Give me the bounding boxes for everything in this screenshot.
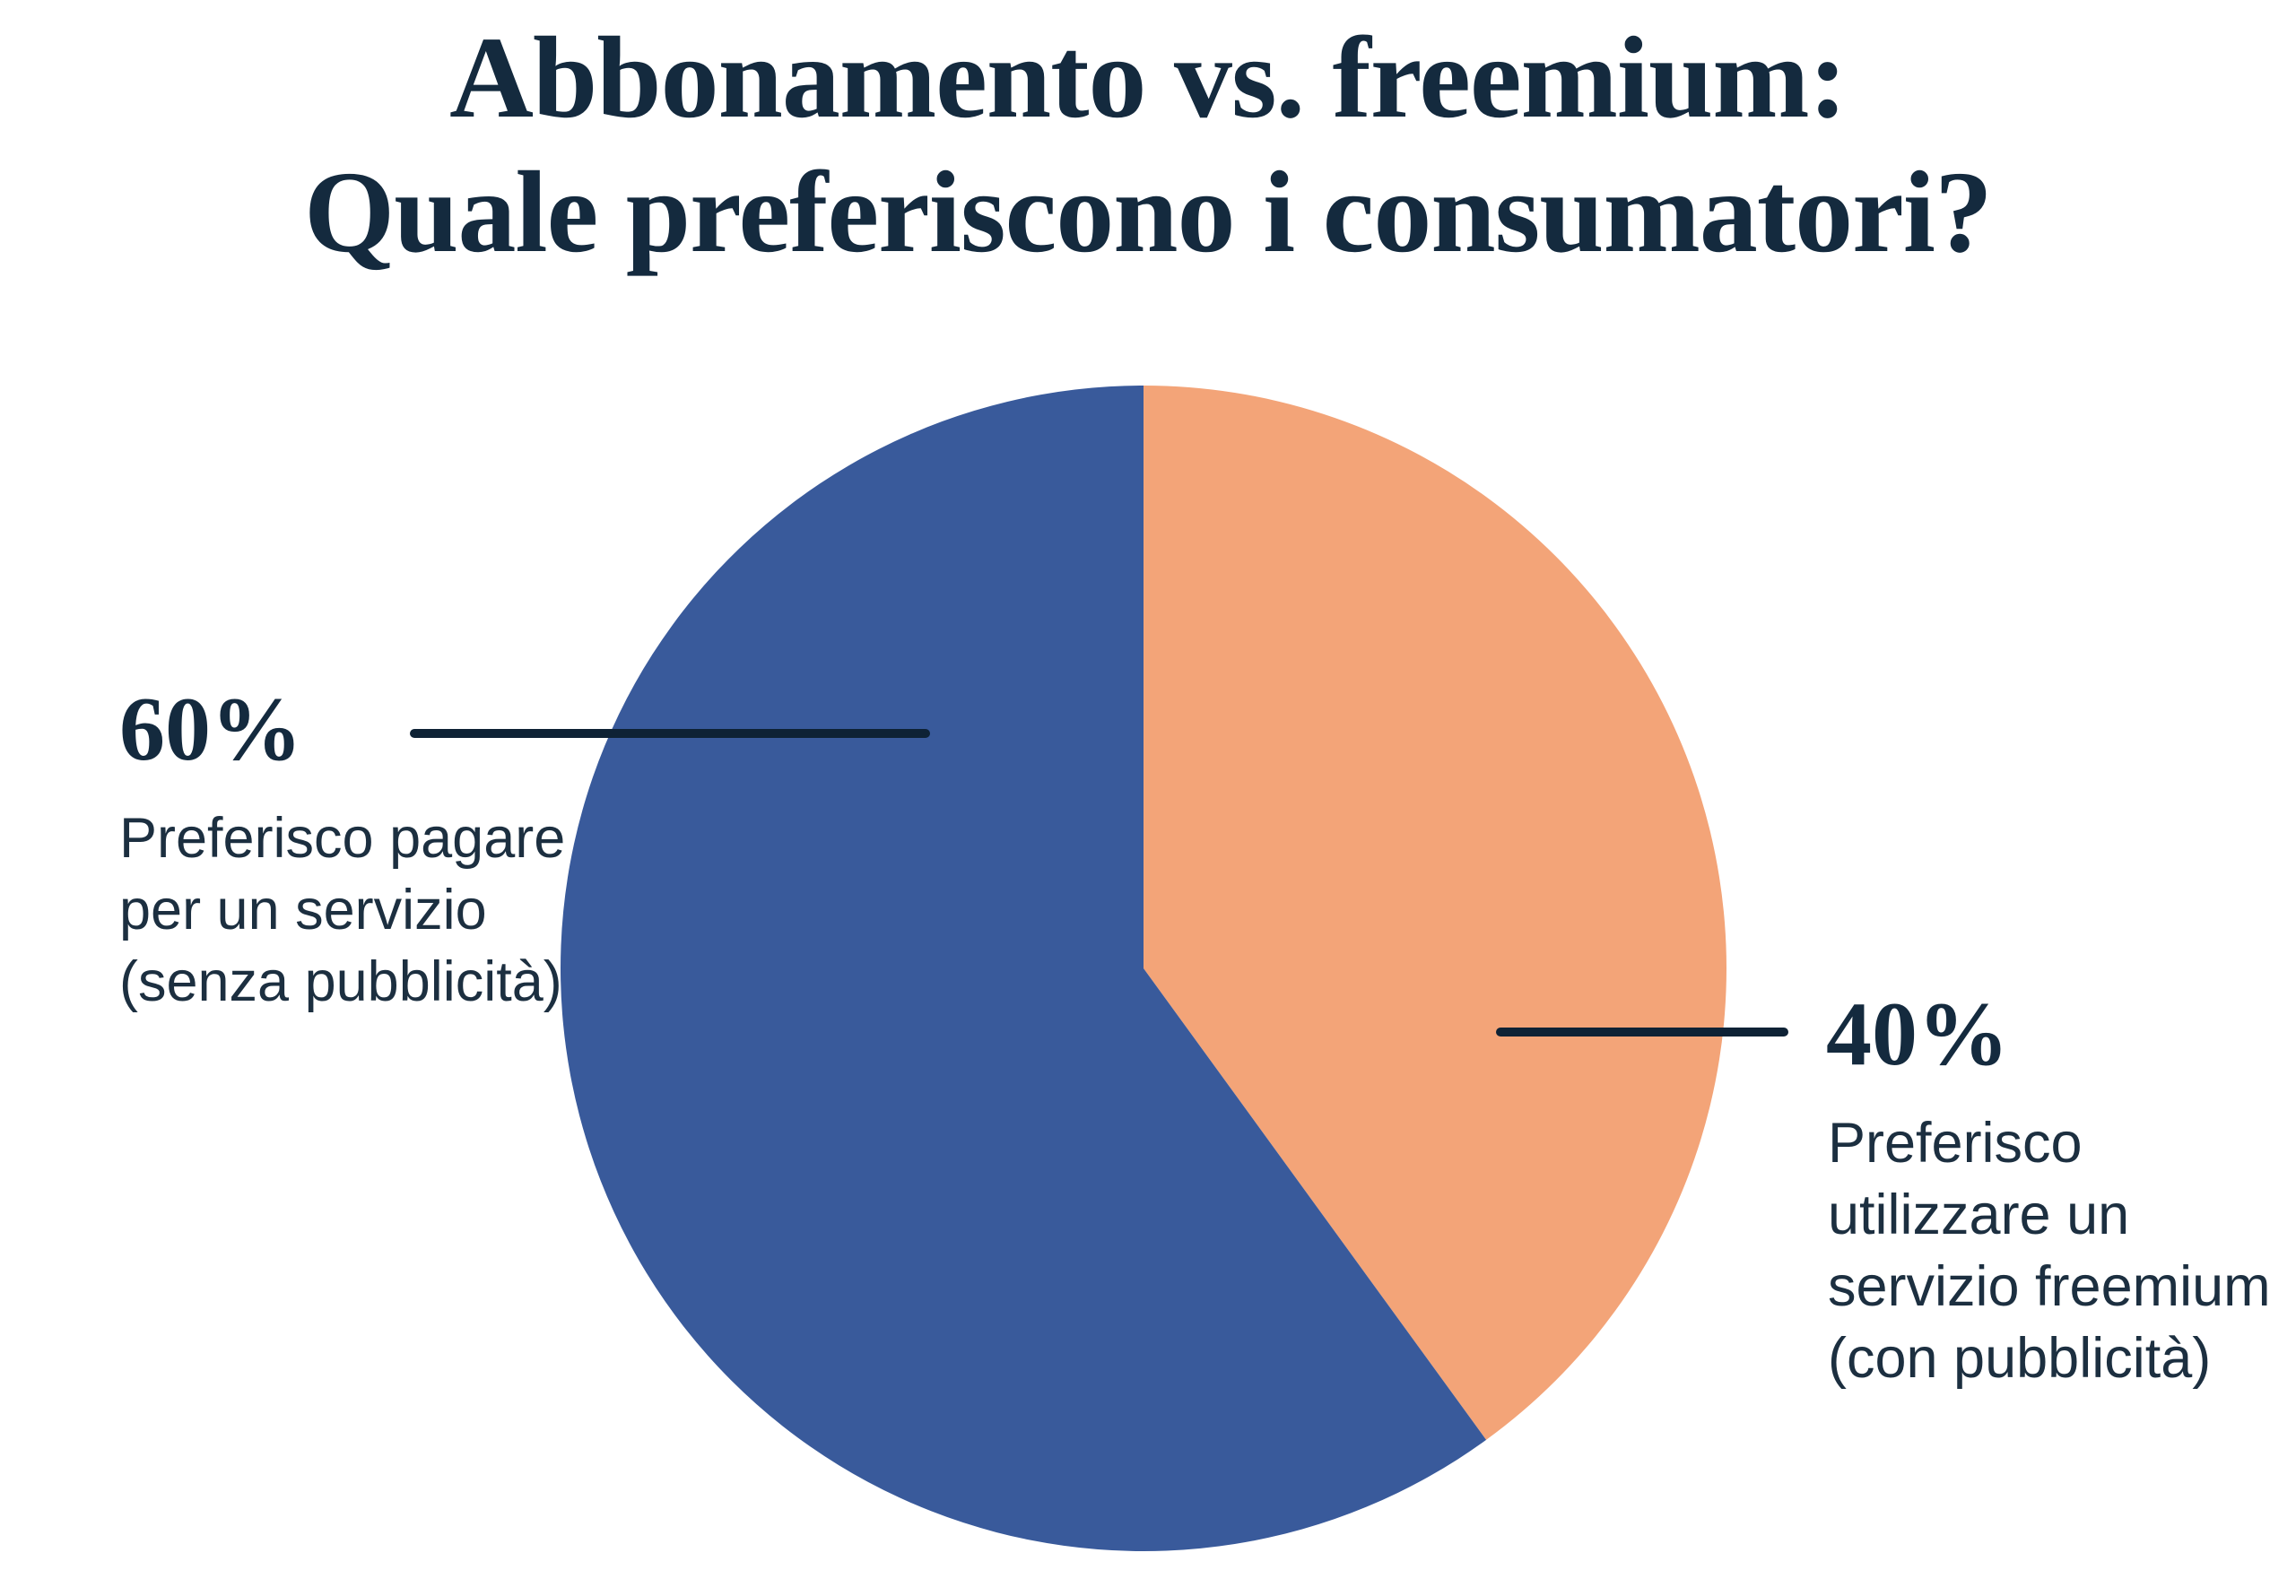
- chart-title-line-1: Abbonamento vs. freemium:: [449, 13, 1848, 143]
- percent-label-60: 60%: [119, 679, 302, 780]
- slice-description-40: Preferisco utilizzare un servizio freemium…: [1828, 1107, 2271, 1394]
- label-line: Preferisco pagare: [119, 807, 566, 870]
- label-line: per un servizio: [119, 879, 487, 941]
- label-line: utilizzare un: [1828, 1184, 2130, 1246]
- callout-line-60: [410, 729, 930, 738]
- chart-title-line-2: Quale preferiscono i consumatori?: [304, 148, 1993, 277]
- label-line: (senza pubblicità): [119, 950, 562, 1013]
- slice-description-60: Preferisco pagare per un servizio (senza p…: [119, 802, 565, 1018]
- percent-label-40: 40%: [1826, 984, 2009, 1085]
- pie-slice-60: [561, 385, 1487, 1551]
- chart-title: Abbonamento vs. freemium: Quale preferis…: [0, 11, 2296, 280]
- label-line: servizio freemium: [1828, 1255, 2271, 1318]
- label-line: Preferisco: [1828, 1112, 2083, 1175]
- pie-slice-40: [1144, 386, 1727, 1440]
- callout-line-40: [1496, 1028, 1788, 1037]
- label-line: (con pubblicità): [1828, 1327, 2212, 1390]
